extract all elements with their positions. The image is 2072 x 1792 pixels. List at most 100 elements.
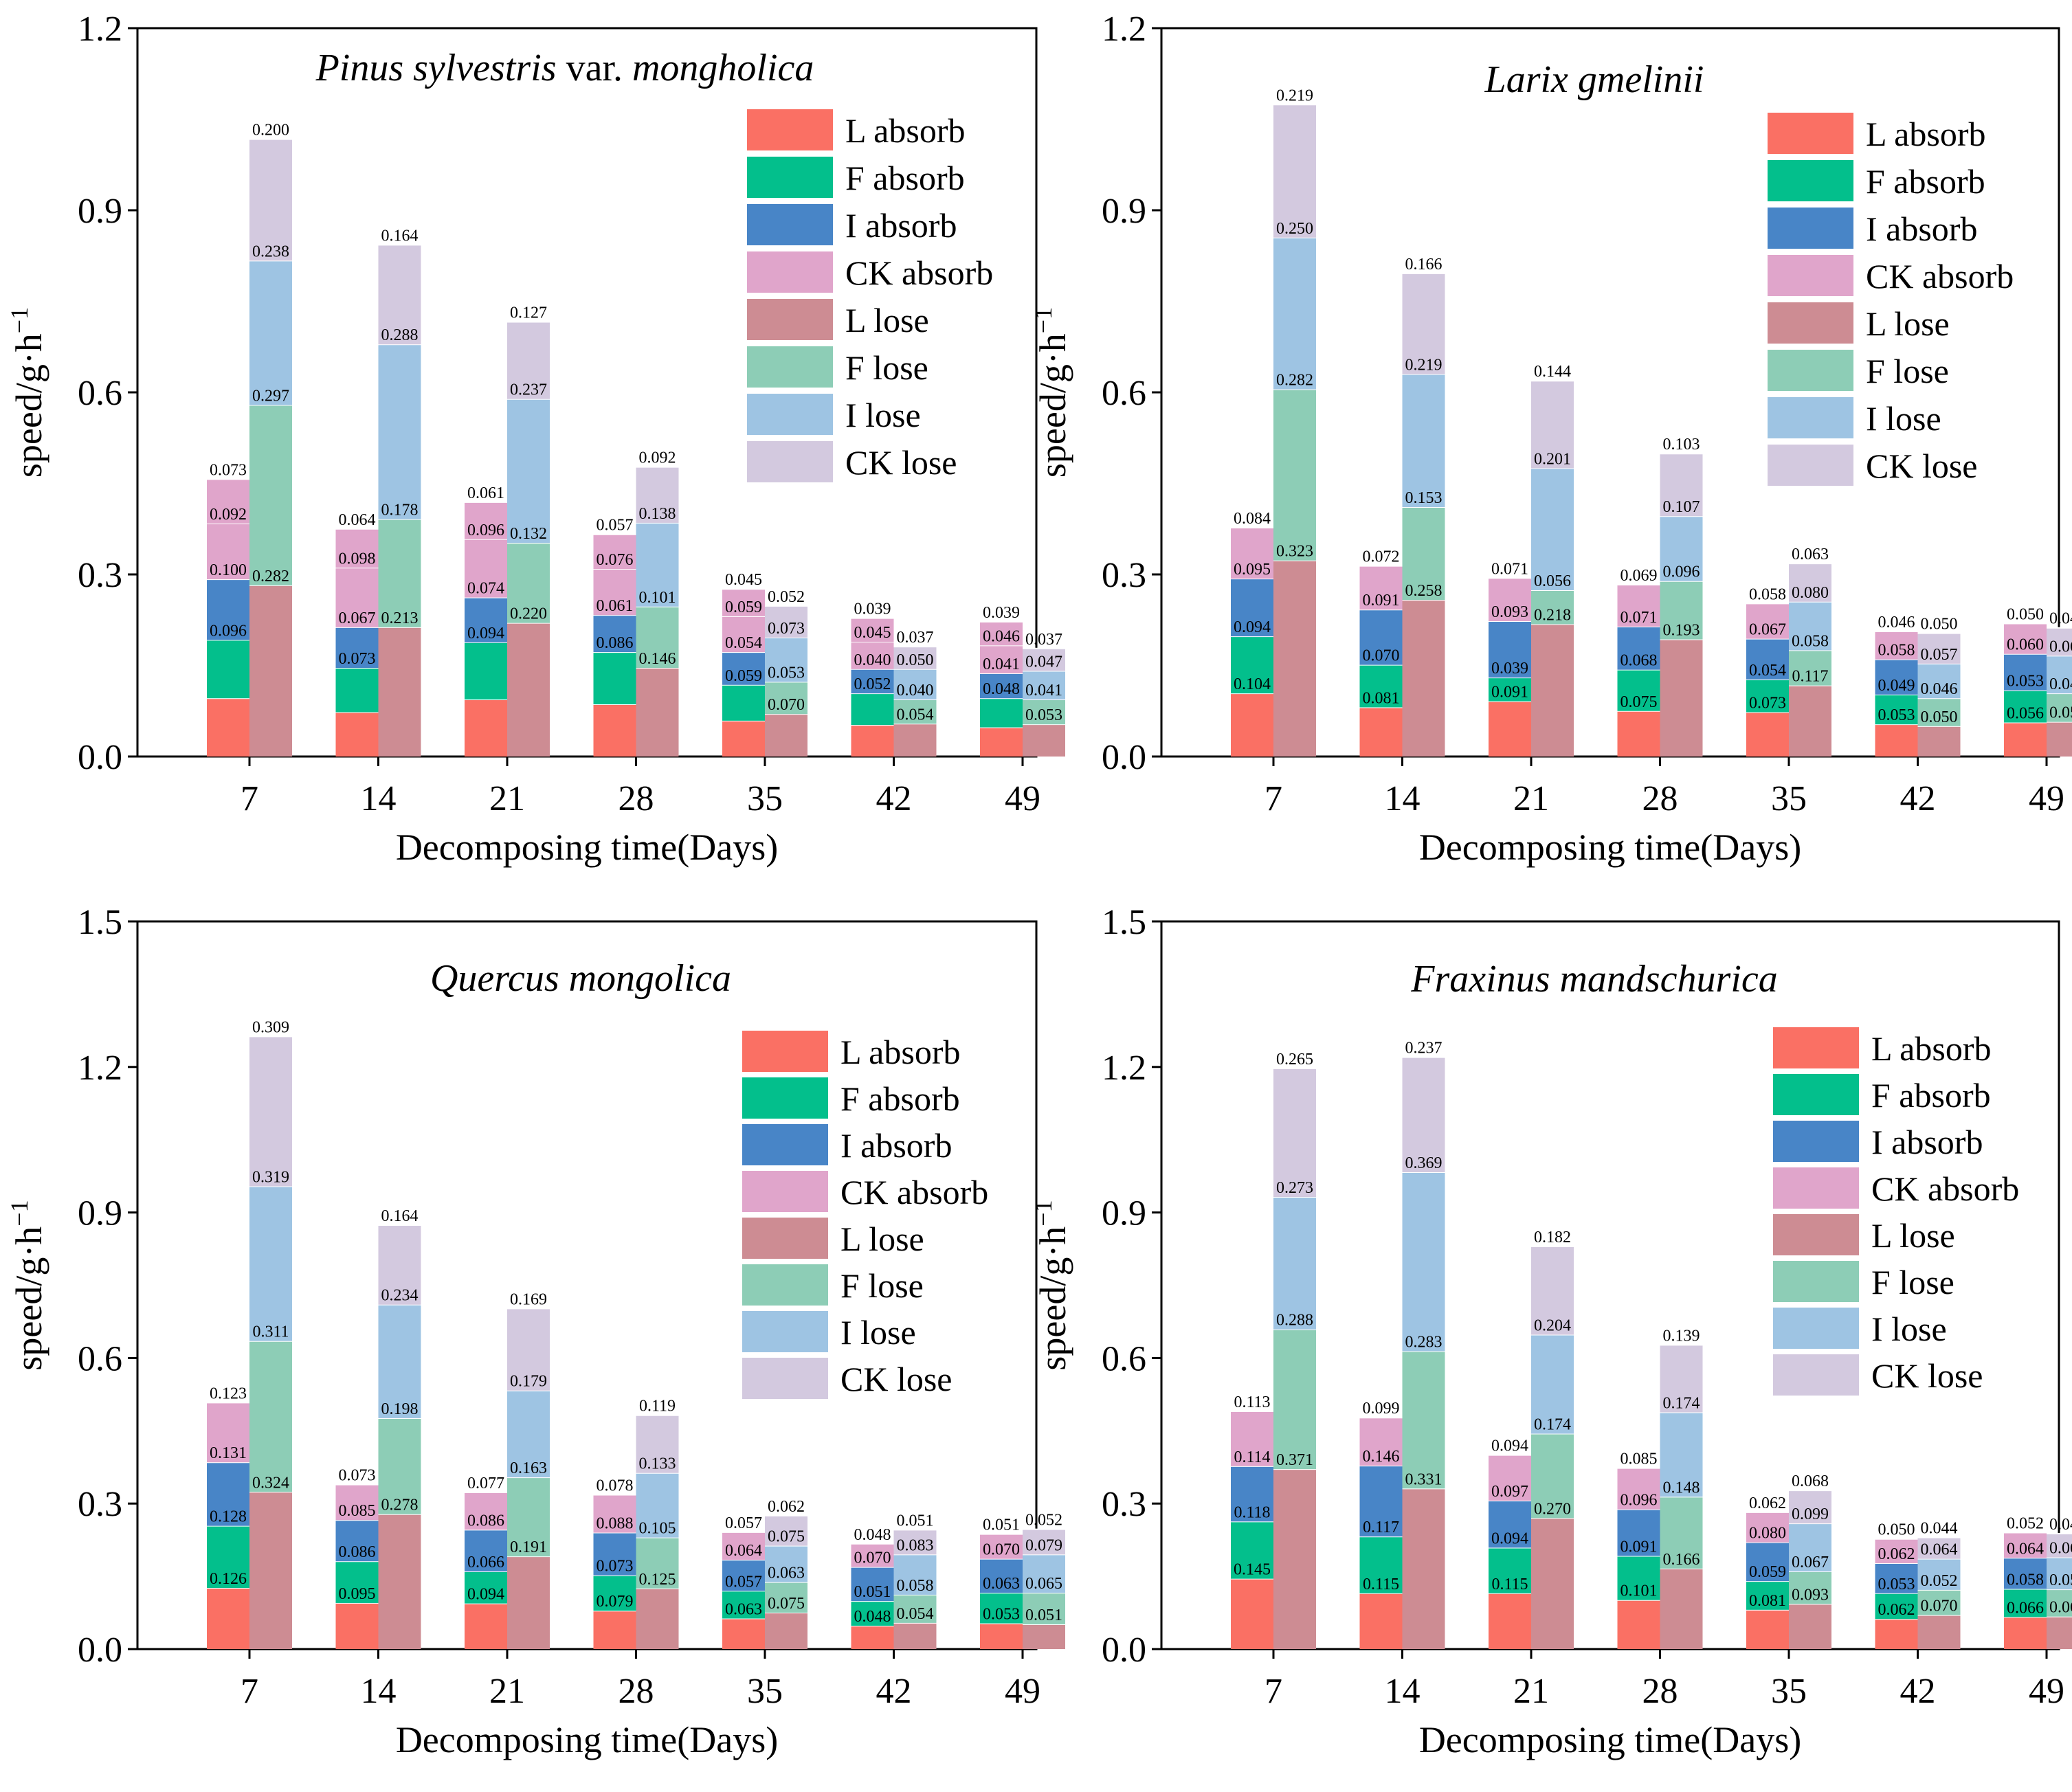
bar-value-label: 0.073 [210,461,247,479]
bar-value-label: 0.198 [381,1400,419,1418]
bar-lose-f [378,1418,421,1514]
y-tick-label: 1.2 [78,10,122,49]
bar-value-label: 0.319 [252,1168,289,1186]
bar-value-label: 0.068 [1792,1472,1829,1490]
bar-lose-i [1917,1558,1961,1590]
bar-value-label: 0.064 [1921,1541,1958,1559]
bar-value-label: 0.103 [1663,436,1700,453]
bar-value-label: 0.047 [1025,653,1062,671]
plot-frame [136,920,1038,1650]
bar-lose-i [1531,468,1574,590]
bar-lose-ck [378,1224,421,1305]
bar-absorb-l [722,1618,765,1649]
bar-lose-ck [1023,1529,1065,1555]
bar-absorb-l [593,1611,636,1649]
bar-lose-i [636,522,679,607]
bar-value-label: 0.058 [897,1577,934,1595]
bar-value-label: 0.066 [2007,1599,2044,1617]
bar-absorb-l [851,725,894,757]
bar-lose-f [1273,389,1316,561]
x-tick-label: 14 [361,1672,397,1711]
bar-absorb-l [1489,701,1531,757]
bar-lose-f [1917,698,1961,726]
x-tick-label: 49 [2029,779,2064,818]
x-tick-label: 28 [619,1672,654,1711]
bar-value-label: 0.052 [1921,1572,1958,1590]
bar-absorb-i [722,652,765,685]
x-axis-label: Decomposing time(Days) [1419,827,1801,868]
bar-lose-i [249,260,292,405]
bar-absorb-i [465,597,507,642]
bar-value-label: 0.095 [1234,561,1271,579]
bar-value-label: 0.096 [1663,563,1700,581]
legend-label: L absorb [840,1033,961,1071]
bar-lose-i [893,669,937,699]
bar-value-label: 0.218 [1534,606,1571,624]
legend-label: I lose [1871,1310,1947,1348]
legend-swatch [742,1311,828,1352]
legend-swatch [742,1264,828,1306]
bar-value-label: 0.063 [768,1565,805,1582]
bar-lose-ck [1789,563,1831,602]
bar-value-label: 0.104 [1234,675,1271,693]
bar-absorb-i [2004,653,2047,691]
bar-value-label: 0.101 [639,589,676,607]
bar-lose-f [2047,1589,2072,1617]
bar-absorb-f [1746,1581,1789,1610]
y-tick-label: 0.3 [78,1485,122,1524]
bar-absorb-i [722,1560,765,1591]
bar-value-label: 0.163 [510,1459,547,1477]
y-tick-label: 0.3 [78,556,122,595]
bar-lose-f [507,543,550,623]
bar-value-label: 0.201 [1534,450,1571,468]
bar-absorb-i [1875,1563,1918,1593]
bar-lose-i [1660,1412,1703,1497]
bar-value-label: 0.219 [1276,87,1313,104]
bar-lose-i [1789,1523,1831,1572]
legend-swatch [1768,255,1853,296]
bar-value-label: 0.054 [897,706,934,724]
bar-absorb-ck [1746,1512,1789,1543]
bar-value-label: 0.078 [597,1477,634,1494]
y-tick-label: 0.3 [1102,1485,1146,1524]
legend-swatch [747,299,833,340]
bar-absorb-ck [465,539,507,598]
bar-value-label: 0.094 [467,625,504,642]
bar-value-label: 0.117 [1792,668,1828,686]
legend-label: CK lose [1866,447,1978,485]
bar-absorb-ck [980,1534,1023,1559]
bar-value-label: 0.051 [897,1512,934,1530]
legend-swatch [742,1031,828,1072]
bar-lose-l [1023,1624,1065,1649]
bar-value-label: 0.058 [1749,585,1786,603]
legend-label: L lose [1866,304,1950,343]
bar-lose-l [1023,724,1065,757]
bar-value-label: 0.053 [2007,673,2044,691]
legend-swatch [747,394,833,435]
bar-absorb-i [1489,621,1531,678]
bar-absorb-f [1489,677,1531,702]
bar-value-label: 0.060 [2007,636,2044,654]
bar-value-label: 0.288 [1276,1312,1313,1330]
chart-title: Quercus mongolica [430,957,731,1000]
bar-value-label: 0.056 [1534,572,1571,590]
bar-lose-ck [378,245,421,345]
bar-absorb-i [851,1567,894,1602]
x-tick-label: 21 [1513,1672,1549,1711]
bar-value-label: 0.094 [467,1586,504,1604]
bar-lose-l [765,714,807,757]
bar-absorb-ck [1489,1455,1531,1501]
bar-value-label: 0.088 [597,1515,634,1533]
bar-lose-f [1402,1351,1445,1489]
bar-value-label: 0.126 [210,1570,247,1588]
bar-value-label: 0.071 [1620,609,1658,627]
legend: L absorb F absorb I absorb CK absorb L lose F… [1768,113,2014,486]
bar-value-label: 0.064 [2007,1540,2044,1558]
bar-lose-l [1402,600,1445,757]
bar-absorb-i [1746,638,1789,680]
x-tick-label: 42 [1900,1672,1936,1711]
bar-value-label: 0.237 [1405,1040,1442,1057]
bar-lose-i [507,1390,550,1478]
bar-lose-ck [1531,381,1574,469]
legend-swatch [1768,350,1853,391]
